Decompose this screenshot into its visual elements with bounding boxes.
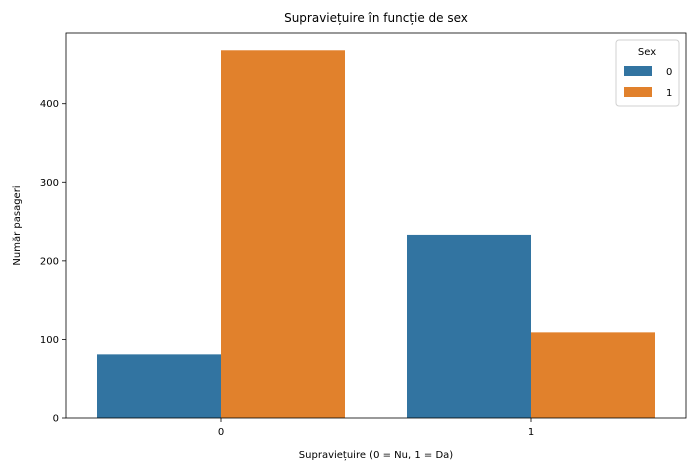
y-tick-label: 400 xyxy=(40,99,59,110)
y-axis: 0 100 200 300 400 xyxy=(40,99,66,425)
bar-cat0-sex0 xyxy=(97,354,221,418)
y-tick-label: 0 xyxy=(53,414,59,425)
x-tick-label: 1 xyxy=(528,427,534,438)
legend-swatch-1 xyxy=(624,87,652,97)
plot-frame xyxy=(65,32,687,419)
chart-title: Supraviețuire în funcție de sex xyxy=(284,11,468,25)
y-tick-label: 300 xyxy=(40,178,59,189)
legend-label-0: 0 xyxy=(666,67,672,78)
bar-cat1-sex0 xyxy=(407,234,531,418)
y-axis-label: Număr pasageri xyxy=(12,185,23,265)
legend-label-1: 1 xyxy=(666,88,672,99)
bar-cat1-sex1 xyxy=(531,332,655,418)
bars-group xyxy=(97,50,655,419)
legend-swatch-0 xyxy=(624,66,652,76)
legend: Sex 0 1 xyxy=(615,39,680,107)
bar-cat0-sex1 xyxy=(221,50,345,419)
x-axis-label: Supraviețuire (0 = Nu, 1 = Da) xyxy=(299,450,453,461)
x-tick-label: 0 xyxy=(218,427,224,438)
y-tick-label: 100 xyxy=(40,335,59,346)
legend-title: Sex xyxy=(638,47,656,58)
y-tick-label: 200 xyxy=(40,256,59,267)
